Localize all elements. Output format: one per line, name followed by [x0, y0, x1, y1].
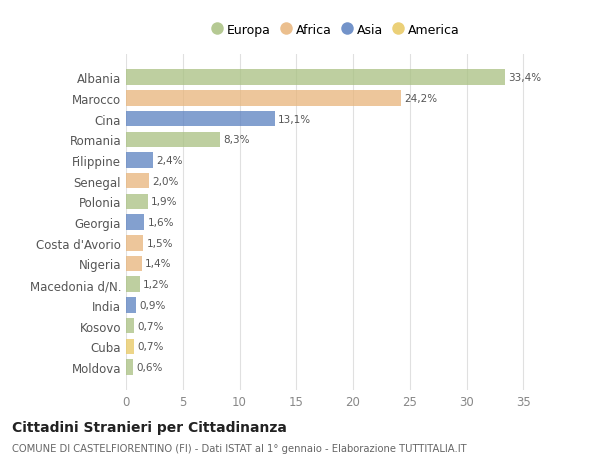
Text: 0,7%: 0,7%	[137, 321, 164, 331]
Legend: Europa, Africa, Asia, America: Europa, Africa, Asia, America	[209, 21, 463, 39]
Bar	[126, 297, 136, 313]
Bar	[126, 91, 401, 106]
Text: 2,4%: 2,4%	[157, 156, 183, 166]
Text: 13,1%: 13,1%	[278, 114, 311, 124]
Bar	[126, 112, 275, 127]
Bar	[126, 174, 149, 189]
Bar	[126, 277, 140, 292]
Bar	[126, 359, 133, 375]
Text: 1,5%: 1,5%	[146, 238, 173, 248]
Text: 0,6%: 0,6%	[136, 362, 163, 372]
Text: 8,3%: 8,3%	[224, 135, 250, 145]
Text: 1,2%: 1,2%	[143, 280, 170, 290]
Bar	[126, 235, 143, 251]
Text: Cittadini Stranieri per Cittadinanza: Cittadini Stranieri per Cittadinanza	[12, 420, 287, 434]
Text: 24,2%: 24,2%	[404, 94, 437, 104]
Bar	[126, 318, 134, 334]
Text: 1,6%: 1,6%	[148, 218, 174, 228]
Bar	[126, 153, 153, 168]
Bar	[126, 339, 134, 354]
Text: 1,4%: 1,4%	[145, 259, 172, 269]
Bar	[126, 256, 142, 272]
Bar	[126, 70, 505, 86]
Text: 33,4%: 33,4%	[509, 73, 542, 83]
Bar	[126, 194, 148, 210]
Text: 0,9%: 0,9%	[140, 300, 166, 310]
Text: 1,9%: 1,9%	[151, 197, 178, 207]
Text: 0,7%: 0,7%	[137, 341, 164, 352]
Bar	[126, 132, 220, 148]
Text: 2,0%: 2,0%	[152, 176, 178, 186]
Text: COMUNE DI CASTELFIORENTINO (FI) - Dati ISTAT al 1° gennaio - Elaborazione TUTTIT: COMUNE DI CASTELFIORENTINO (FI) - Dati I…	[12, 443, 467, 453]
Bar	[126, 215, 144, 230]
